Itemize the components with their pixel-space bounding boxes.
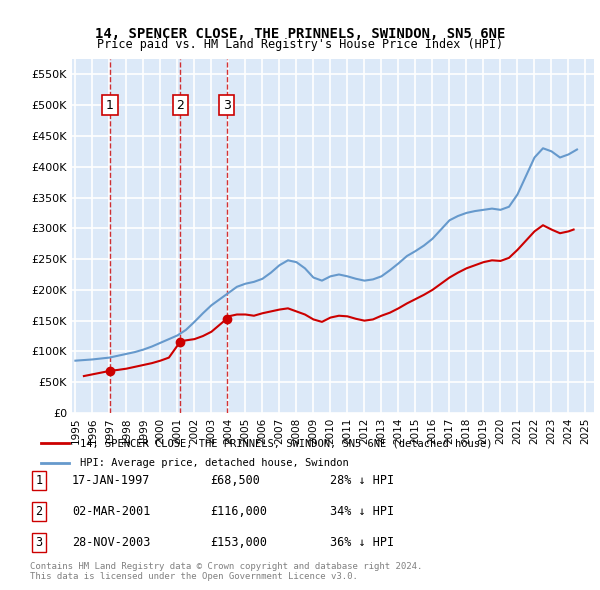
Text: 3: 3 <box>223 99 230 112</box>
Text: 02-MAR-2001: 02-MAR-2001 <box>72 505 151 518</box>
Text: 34% ↓ HPI: 34% ↓ HPI <box>330 505 394 518</box>
Text: 17-JAN-1997: 17-JAN-1997 <box>72 474 151 487</box>
Text: 1: 1 <box>35 474 43 487</box>
Text: 28-NOV-2003: 28-NOV-2003 <box>72 536 151 549</box>
Text: 2: 2 <box>176 99 184 112</box>
Text: 36% ↓ HPI: 36% ↓ HPI <box>330 536 394 549</box>
Text: £116,000: £116,000 <box>210 505 267 518</box>
Text: 28% ↓ HPI: 28% ↓ HPI <box>330 474 394 487</box>
Text: 2: 2 <box>35 505 43 518</box>
Text: Contains HM Land Registry data © Crown copyright and database right 2024.
This d: Contains HM Land Registry data © Crown c… <box>30 562 422 581</box>
Text: £153,000: £153,000 <box>210 536 267 549</box>
Text: £68,500: £68,500 <box>210 474 260 487</box>
Text: Price paid vs. HM Land Registry's House Price Index (HPI): Price paid vs. HM Land Registry's House … <box>97 38 503 51</box>
Text: HPI: Average price, detached house, Swindon: HPI: Average price, detached house, Swin… <box>80 458 349 467</box>
Text: 3: 3 <box>35 536 43 549</box>
Text: 14, SPENCER CLOSE, THE PRINNELS, SWINDON, SN5 6NE: 14, SPENCER CLOSE, THE PRINNELS, SWINDON… <box>95 27 505 41</box>
Text: 1: 1 <box>106 99 114 112</box>
Text: 14, SPENCER CLOSE, THE PRINNELS, SWINDON, SN5 6NE (detached house): 14, SPENCER CLOSE, THE PRINNELS, SWINDON… <box>80 438 492 448</box>
